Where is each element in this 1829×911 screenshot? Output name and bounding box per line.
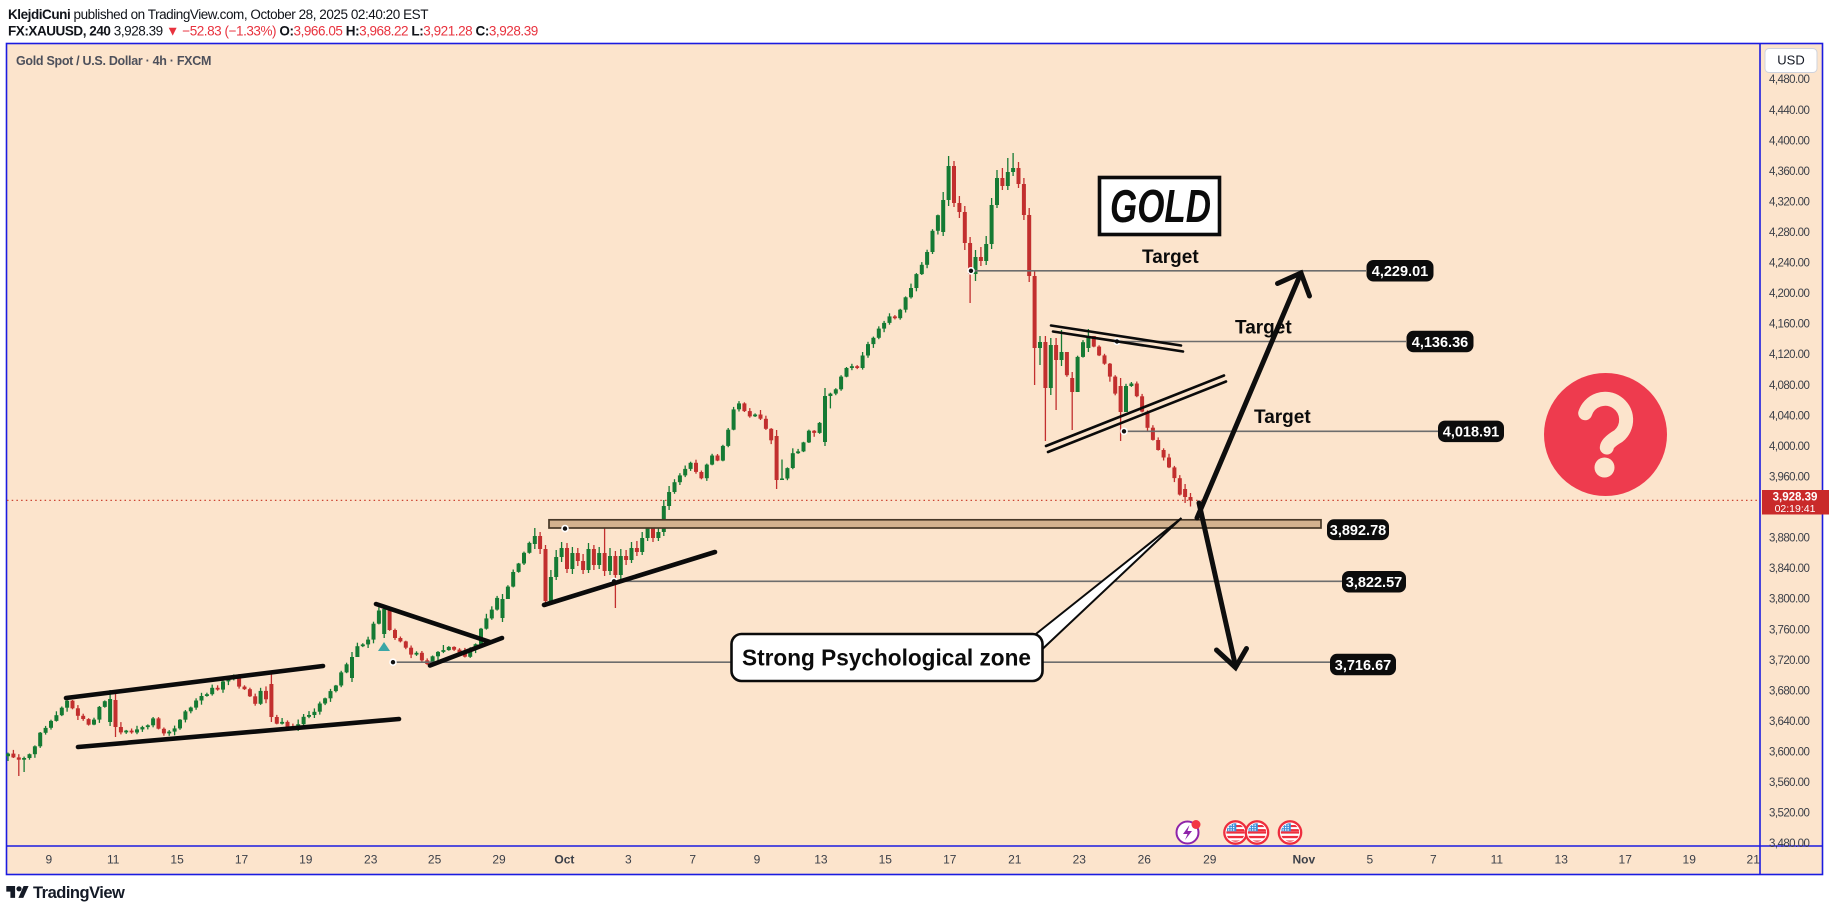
svg-text:7: 7 <box>689 853 696 867</box>
svg-text:4,240.00: 4,240.00 <box>1769 258 1810 270</box>
svg-text:GOLD: GOLD <box>1110 180 1211 232</box>
svg-text:15: 15 <box>170 853 184 867</box>
svg-text:3,520.00: 3,520.00 <box>1769 808 1810 820</box>
svg-text:3,720.00: 3,720.00 <box>1769 655 1810 667</box>
svg-text:15: 15 <box>879 853 893 867</box>
svg-text:4,480.00: 4,480.00 <box>1769 74 1810 86</box>
svg-text:FX:XAUUSD, 240 3,928.39 ▼ −52: FX:XAUUSD, 240 3,928.39 ▼ −52.83 (−1.33%… <box>8 24 538 39</box>
svg-text:Nov: Nov <box>1292 853 1315 867</box>
svg-text:23: 23 <box>364 853 378 867</box>
svg-text:4,440.00: 4,440.00 <box>1769 105 1810 117</box>
svg-text:Target: Target <box>1235 318 1292 339</box>
svg-text:3,680.00: 3,680.00 <box>1769 685 1810 697</box>
svg-text:02:19:41: 02:19:41 <box>1775 503 1816 515</box>
svg-text:4,120.00: 4,120.00 <box>1769 349 1810 361</box>
svg-text:4,200.00: 4,200.00 <box>1769 288 1810 300</box>
svg-text:4,018.91: 4,018.91 <box>1443 425 1499 441</box>
svg-text:9: 9 <box>754 853 761 867</box>
svg-text:21: 21 <box>1008 853 1022 867</box>
svg-text:3: 3 <box>625 853 632 867</box>
svg-text:3,640.00: 3,640.00 <box>1769 716 1810 728</box>
svg-text:Target: Target <box>1254 407 1311 428</box>
svg-text:4,000.00: 4,000.00 <box>1769 441 1810 453</box>
svg-text:4,280.00: 4,280.00 <box>1769 227 1810 239</box>
svg-text:4,400.00: 4,400.00 <box>1769 135 1810 147</box>
svg-text:TradingView: TradingView <box>33 884 125 902</box>
svg-text:3,760.00: 3,760.00 <box>1769 624 1810 636</box>
svg-text:29: 29 <box>1203 853 1217 867</box>
svg-text:3,892.78: 3,892.78 <box>1330 523 1386 539</box>
svg-text:11: 11 <box>107 853 120 867</box>
svg-text:17: 17 <box>1619 853 1633 867</box>
svg-text:17: 17 <box>235 853 249 867</box>
svg-text:3,560.00: 3,560.00 <box>1769 777 1810 789</box>
svg-text:Gold Spot / U.S. Dollar · 4h ·: Gold Spot / U.S. Dollar · 4h · FXCM <box>16 54 211 68</box>
svg-text:17: 17 <box>943 853 957 867</box>
svg-text:Strong Psychological zone: Strong Psychological zone <box>742 645 1031 671</box>
svg-text:19: 19 <box>299 853 313 867</box>
svg-text:4,136.36: 4,136.36 <box>1412 335 1468 351</box>
svg-text:3,600.00: 3,600.00 <box>1769 747 1810 759</box>
svg-text:23: 23 <box>1073 853 1087 867</box>
svg-text:26: 26 <box>1138 853 1152 867</box>
svg-text:13: 13 <box>814 853 828 867</box>
svg-text:7: 7 <box>1430 853 1437 867</box>
svg-text:11: 11 <box>1491 853 1504 867</box>
svg-text:4,229.01: 4,229.01 <box>1372 264 1428 280</box>
svg-text:4,320.00: 4,320.00 <box>1769 196 1810 208</box>
svg-text:3,800.00: 3,800.00 <box>1769 594 1810 606</box>
svg-text:4,080.00: 4,080.00 <box>1769 380 1810 392</box>
svg-text:13: 13 <box>1555 853 1569 867</box>
svg-text:USD: USD <box>1777 53 1804 68</box>
svg-text:4,160.00: 4,160.00 <box>1769 319 1810 331</box>
svg-text:3,928.39: 3,928.39 <box>1773 492 1818 504</box>
svg-text:29: 29 <box>492 853 506 867</box>
svg-text:3,960.00: 3,960.00 <box>1769 472 1810 484</box>
svg-text:3,480.00: 3,480.00 <box>1769 838 1810 850</box>
svg-text:Target: Target <box>1142 247 1199 268</box>
svg-text:25: 25 <box>428 853 442 867</box>
svg-text:3,822.57: 3,822.57 <box>1346 575 1402 591</box>
svg-text:4,040.00: 4,040.00 <box>1769 410 1810 422</box>
svg-text:3,840.00: 3,840.00 <box>1769 563 1810 575</box>
svg-text:19: 19 <box>1683 853 1697 867</box>
svg-text:3,880.00: 3,880.00 <box>1769 533 1810 545</box>
svg-text:5: 5 <box>1366 853 1373 867</box>
svg-text:3,716.67: 3,716.67 <box>1335 658 1391 674</box>
svg-text:KlejdiCuni published on Tradin: KlejdiCuni published on TradingView.com,… <box>8 7 428 22</box>
svg-text:21: 21 <box>1747 853 1761 867</box>
svg-text:Oct: Oct <box>554 853 574 867</box>
svg-text:9: 9 <box>45 853 52 867</box>
svg-text:4,360.00: 4,360.00 <box>1769 166 1810 178</box>
